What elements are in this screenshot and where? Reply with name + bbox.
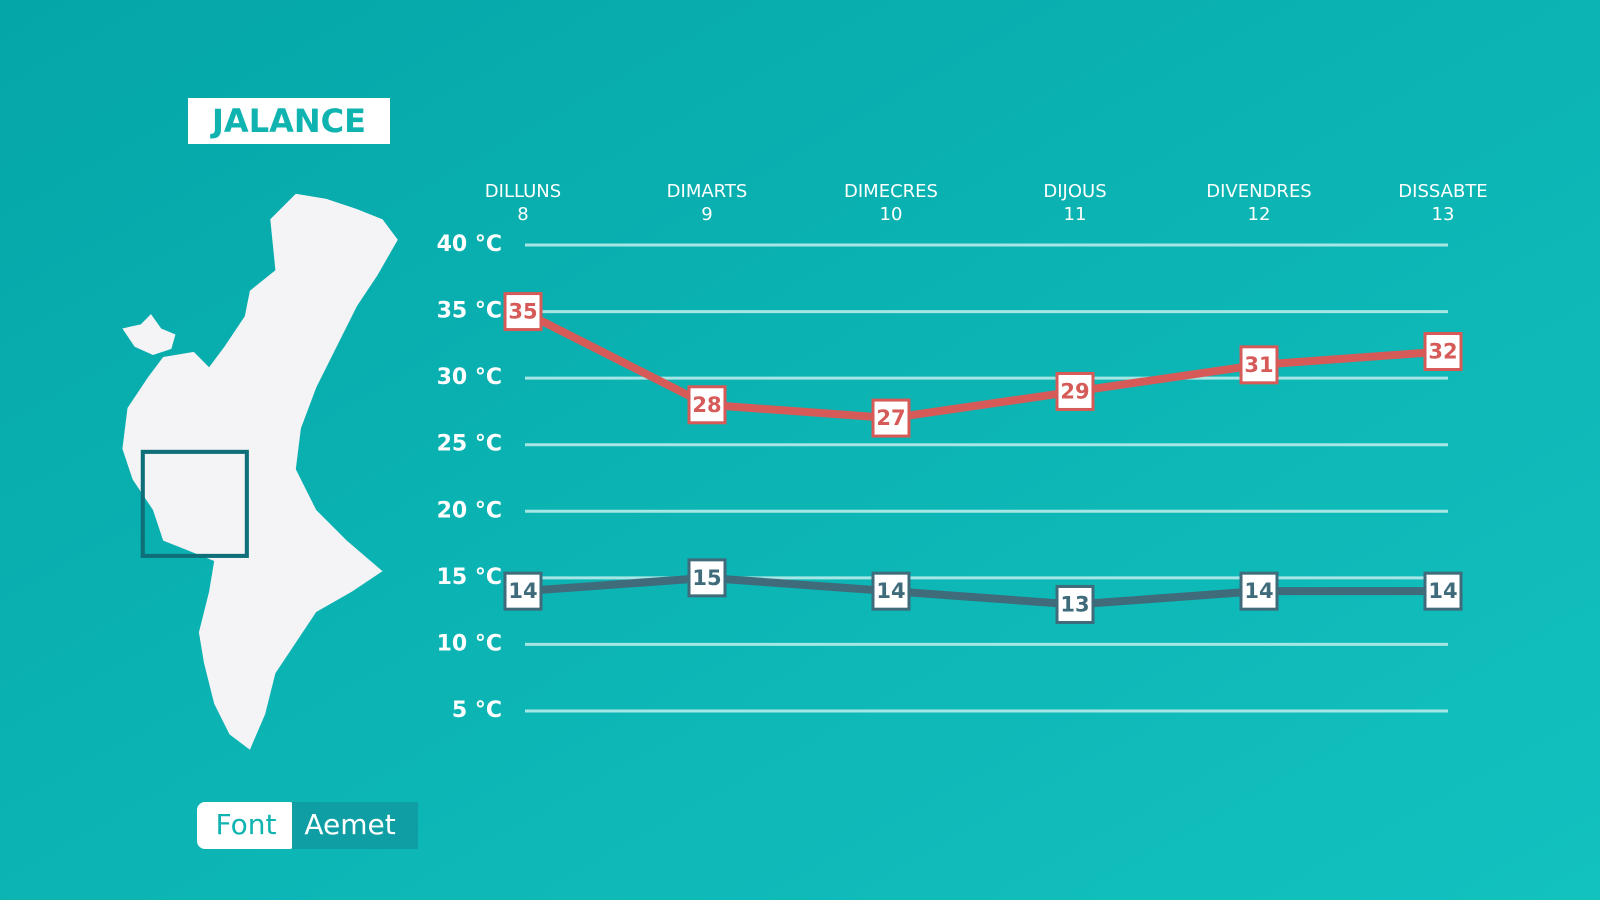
- y-tick-label: 25 °C: [437, 432, 502, 457]
- data-marker: [871, 398, 911, 438]
- data-label: 13: [1060, 592, 1089, 616]
- x-tick-label: DISSABTE: [1398, 181, 1487, 202]
- data-label: 31: [1244, 353, 1273, 377]
- source-label: Font: [216, 808, 277, 841]
- y-tick-label: 5 °C: [452, 698, 502, 723]
- x-tick-label: DIMARTS: [667, 181, 748, 202]
- y-tick-label: 30 °C: [437, 365, 502, 390]
- x-tick-sublabel: 11: [1064, 204, 1087, 225]
- data-label: 28: [692, 393, 721, 417]
- data-marker: [503, 292, 543, 332]
- data-label: 15: [692, 566, 721, 590]
- source-label-box: [197, 802, 297, 849]
- data-marker: [1239, 345, 1279, 385]
- x-tick-label: DIVENDRES: [1206, 181, 1312, 202]
- data-label: 32: [1428, 340, 1457, 364]
- x-tick-label: DILLUNS: [485, 181, 561, 202]
- data-label: 29: [1060, 379, 1089, 403]
- data-marker: [871, 571, 911, 611]
- data-label: 14: [508, 579, 537, 603]
- title: JALANCE: [210, 102, 366, 140]
- x-tick-sublabel: 10: [880, 204, 903, 225]
- data-marker: [687, 385, 727, 425]
- data-marker: [503, 571, 543, 611]
- source-name: Aemet: [304, 808, 395, 841]
- data-marker: [1055, 584, 1095, 624]
- data-marker: [1055, 371, 1095, 411]
- data-label: 35: [508, 300, 537, 324]
- y-tick-label: 15 °C: [437, 565, 502, 590]
- y-tick-label: 35 °C: [437, 299, 502, 324]
- y-tick-label: 10 °C: [437, 631, 502, 656]
- y-tick-label: 40 °C: [437, 232, 502, 257]
- data-label: 14: [876, 579, 905, 603]
- data-label: 14: [1428, 579, 1457, 603]
- data-marker: [1239, 571, 1279, 611]
- source-name-box: [292, 802, 418, 849]
- data-marker: [1423, 332, 1463, 372]
- data-label: 27: [876, 406, 905, 430]
- y-tick-label: 20 °C: [437, 498, 502, 523]
- series-line: [521, 308, 1444, 423]
- x-tick-label: DIJOUS: [1043, 181, 1106, 202]
- region-map: [122, 193, 398, 750]
- data-label: 14: [1244, 579, 1273, 603]
- x-tick-sublabel: 13: [1432, 204, 1455, 225]
- series-line: [522, 573, 1443, 609]
- x-tick-sublabel: 9: [701, 204, 712, 225]
- x-tick-label: DIMECRES: [844, 181, 938, 202]
- title-box: [188, 98, 390, 144]
- x-tick-sublabel: 12: [1248, 204, 1271, 225]
- x-tick-sublabel: 8: [517, 204, 528, 225]
- data-marker: [687, 558, 727, 598]
- data-marker: [1423, 571, 1463, 611]
